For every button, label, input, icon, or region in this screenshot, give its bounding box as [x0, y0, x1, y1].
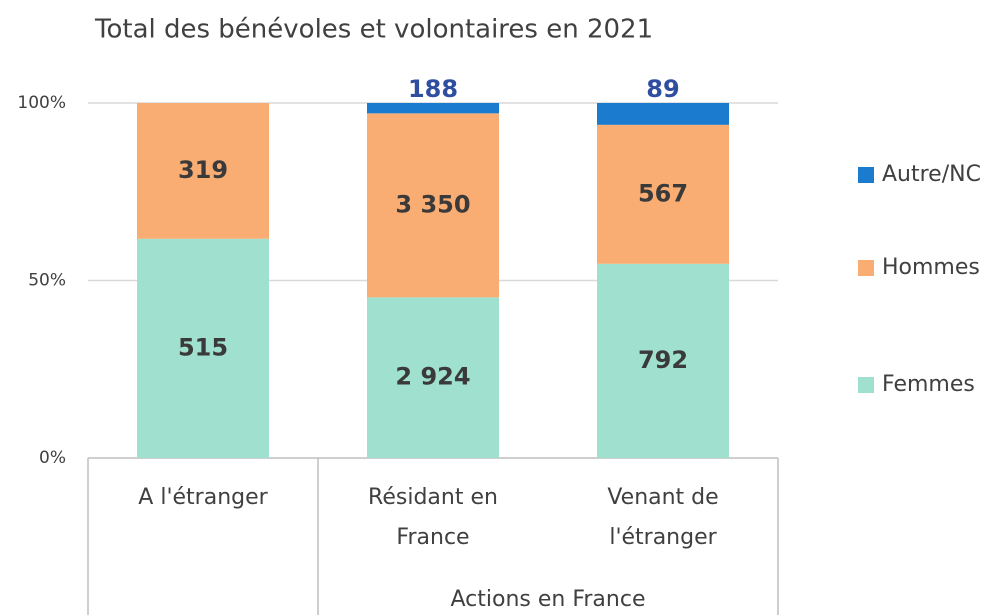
- legend-label: Autre/NC: [882, 162, 981, 187]
- legend-label: Hommes: [882, 255, 980, 280]
- chart-title: Total des bénévoles et volontaires en 20…: [94, 15, 653, 45]
- bar-segment: [137, 103, 269, 239]
- bar-segment: [597, 124, 729, 264]
- y-tick-label: 0%: [39, 448, 66, 468]
- x-tick-label: Résidant en France: [368, 485, 498, 550]
- bar-segment: [367, 113, 499, 298]
- x-tick-label: Venant de l'étranger: [607, 485, 719, 550]
- data-label: 3 350: [395, 190, 470, 218]
- legend-swatch: [858, 167, 874, 183]
- bar-segment: [367, 103, 499, 114]
- x-tick-label-box: Résidant en France: [368, 485, 498, 550]
- y-tick-label: 50%: [28, 271, 66, 291]
- bar-segment: [597, 103, 729, 125]
- x-tick-label-box: Venant de l'étranger: [607, 485, 719, 550]
- x-tick-label: A l'étranger: [138, 485, 268, 510]
- data-label: 188: [408, 75, 458, 103]
- data-label: 319: [178, 156, 228, 184]
- group-label: Actions en France: [451, 587, 646, 612]
- bar-segment: [597, 263, 729, 458]
- data-label: 515: [178, 333, 228, 361]
- y-tick-label: 100%: [17, 93, 66, 113]
- data-label: 2 924: [395, 363, 470, 391]
- bar-segment: [367, 297, 499, 458]
- legend-swatch: [858, 260, 874, 276]
- bar-segment: [137, 238, 269, 458]
- data-label: 567: [638, 179, 688, 207]
- data-label: 89: [646, 75, 679, 103]
- legend-swatch: [858, 377, 874, 393]
- legend-label: Femmes: [882, 372, 975, 397]
- x-tick-label-box: A l'étranger: [138, 485, 268, 510]
- data-label: 792: [638, 346, 688, 374]
